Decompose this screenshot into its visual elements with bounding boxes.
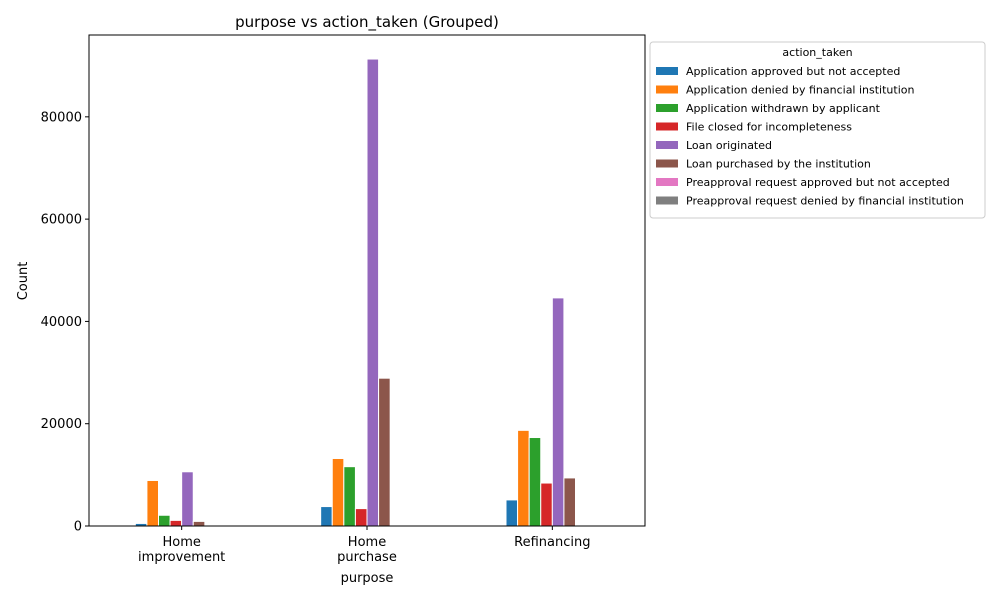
plot-area [88,34,646,527]
x-tick-label: Refinancing [514,535,590,550]
bar [551,297,565,527]
x-tick-label: Home purchase [337,535,397,565]
legend-box [649,41,986,219]
y-tick-label: 80000 [41,110,82,125]
bar [320,506,333,527]
legend-entry: Preapproval request denied by financial … [686,195,964,208]
bar [331,457,345,527]
legend-entry: Application denied by financial institut… [686,84,914,97]
bar [192,520,206,527]
legend-title: action_taken [782,46,852,59]
y-axis-label: Count [16,262,31,301]
legend-entry: Loan purchased by the institution [686,158,871,171]
legend-swatch [656,141,678,149]
bar [540,482,553,527]
bar [158,514,171,527]
bar [343,466,356,527]
x-tick-label: Home improvement [138,535,225,565]
legend-swatch [656,122,678,131]
chart-title: purpose vs action_taken (Grouped) [235,13,499,32]
legend-swatch [656,196,678,205]
bar [528,437,542,527]
legend-entry: Loan originated [686,139,772,152]
y-tick-label: 20000 [41,417,82,432]
bar [563,477,577,527]
legend-entry: Application approved but not accepted [686,65,900,78]
bar [505,499,519,527]
legend-swatch [656,85,678,94]
bar [378,377,391,527]
x-axis-label: purpose [341,571,394,586]
legend-swatch [656,178,678,186]
legend-entry: Application withdrawn by applicant [686,102,881,115]
y-tick-label: 60000 [41,213,82,228]
bar [366,58,380,527]
x-axis: Home improvement Home purchase Refinancing [138,526,591,565]
legend: action_taken Application approved but not… [649,41,986,219]
y-tick-label: 0 [74,520,82,535]
bar [169,519,183,527]
bar [517,429,530,527]
legend-swatch [656,67,678,75]
bar [146,479,160,527]
y-axis: 0 20000 40000 60000 80000 [41,110,89,535]
legend-swatch [656,159,678,168]
legend-entry: Preapproval request approved but not acc… [686,176,950,189]
legend-entry: File closed for incompleteness [686,121,852,134]
y-tick-label: 40000 [41,315,82,330]
bar [354,508,368,527]
bar [181,471,194,527]
legend-swatch [656,104,678,112]
